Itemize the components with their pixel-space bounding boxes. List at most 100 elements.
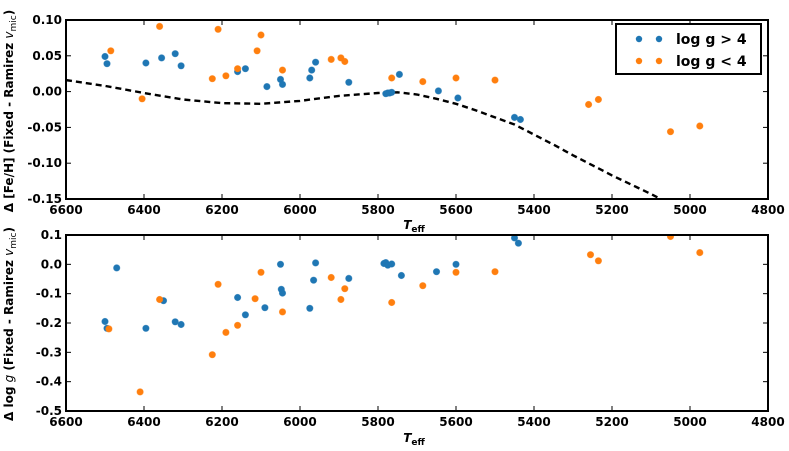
lower-data-point <box>276 260 285 268</box>
upper-data-point <box>388 74 396 82</box>
upper-panel-delta-feh: 6600 6400 6200 6000 5800 5600 5400 5200 5000 4800… <box>2 10 785 235</box>
upper-x-tick-label: 5600 <box>439 203 472 217</box>
upper-ticks: 6600 6400 6200 6000 5800 5600 5400 5200 5000 4800… <box>27 13 784 217</box>
upper-data-point <box>101 52 109 61</box>
upper-data-point <box>214 25 222 33</box>
upper-data-point <box>177 62 185 70</box>
lower-x-tick-label: 4800 <box>751 415 784 429</box>
lower-data-point <box>432 268 441 276</box>
lower-data-point <box>341 285 349 293</box>
legend-marker-high-logg <box>635 35 643 43</box>
lower-data-point <box>327 273 335 282</box>
lower-data-point <box>594 257 603 265</box>
lower-x-tick-label: 6600 <box>49 415 82 429</box>
lower-y-tick-label: -0.3 <box>36 345 62 359</box>
lower-data-point <box>452 268 460 276</box>
lower-data-point <box>397 271 405 280</box>
upper-data-point <box>278 66 287 74</box>
lower-series-low_logg <box>105 235 704 396</box>
lower-axes-frame <box>65 234 769 412</box>
lower-plot-area <box>101 235 704 396</box>
upper-x-tick-label: 6000 <box>283 203 316 217</box>
lower-series-high_logg <box>101 235 523 332</box>
upper-data-point <box>452 74 460 82</box>
lower-y-tick-label: -0.2 <box>36 316 62 330</box>
upper-data-point <box>510 113 519 122</box>
upper-x-axis-label: Teff <box>403 218 425 235</box>
lower-data-point <box>241 311 249 319</box>
upper-y-axis-label: Δ [Fe/H] (Fixed - Ramirez vmic) <box>2 10 19 212</box>
lower-data-point <box>419 282 427 290</box>
lower-data-point <box>388 260 396 268</box>
legend-marker-high-logg <box>655 35 663 43</box>
lower-data-point <box>278 289 287 297</box>
upper-data-point <box>156 22 164 30</box>
upper-model-curve <box>66 78 662 199</box>
lower-data-point <box>491 268 499 276</box>
upper-y-tick-label: -0.15 <box>27 192 62 206</box>
upper-data-point <box>345 78 353 86</box>
lower-data-point <box>257 268 265 276</box>
lower-panel-delta-logg: 6600 6400 6200 6000 5800 5600 5400 5200 5000 4800… <box>2 227 785 448</box>
upper-data-point <box>434 87 442 95</box>
upper-series-low_logg <box>107 22 704 136</box>
upper-data-point <box>388 88 396 96</box>
upper-x-tick-label: 5200 <box>595 203 628 217</box>
upper-data-point <box>419 78 427 86</box>
upper-data-point <box>158 54 166 62</box>
lower-data-point <box>177 320 185 329</box>
lower-data-point <box>306 304 314 312</box>
upper-x-tick-label: 6200 <box>205 203 238 217</box>
upper-x-tick-label: 5000 <box>673 203 706 217</box>
upper-data-point <box>696 122 704 130</box>
lower-data-point <box>136 388 144 396</box>
lower-x-tick-label: 5800 <box>361 415 394 429</box>
upper-data-point <box>516 115 525 124</box>
upper-data-point <box>491 76 499 84</box>
upper-data-point <box>171 50 179 58</box>
lower-ticks: 6600 6400 6200 6000 5800 5600 5400 5200 5000 4800… <box>36 228 785 429</box>
upper-data-point <box>278 80 287 89</box>
lower-data-point <box>696 249 704 257</box>
upper-data-point <box>142 59 150 67</box>
upper-legend: log g > 4 log g < 4 <box>615 23 762 75</box>
lower-data-point <box>142 324 150 332</box>
upper-y-tick-label: 0.05 <box>32 49 62 63</box>
lower-data-point <box>345 274 353 282</box>
upper-data-point <box>208 75 216 83</box>
lower-data-point <box>234 293 242 302</box>
lower-x-tick-label: 5600 <box>439 415 472 429</box>
upper-data-point <box>241 65 249 73</box>
lower-data-point <box>510 235 519 242</box>
upper-x-tick-label: 5400 <box>517 203 550 217</box>
upper-data-point <box>341 57 349 66</box>
lower-y-tick-label: -0.5 <box>36 404 62 418</box>
upper-data-point <box>327 55 335 64</box>
lower-data-point <box>171 318 179 326</box>
legend-marker-low-logg <box>635 57 643 65</box>
upper-data-point <box>222 72 230 80</box>
upper-data-point <box>311 58 320 66</box>
upper-data-point <box>454 94 462 102</box>
upper-data-point <box>308 66 316 74</box>
lower-y-tick-label: -0.1 <box>36 287 62 301</box>
lower-data-point <box>105 325 113 333</box>
upper-axes-frame <box>65 19 769 200</box>
lower-data-point <box>113 264 121 272</box>
lower-y-tick-label: -0.4 <box>36 375 62 389</box>
lower-data-point <box>251 295 259 303</box>
lower-data-point <box>666 235 675 241</box>
lower-data-point <box>514 239 523 247</box>
upper-data-point <box>666 128 675 136</box>
lower-x-tick-label: 6200 <box>205 415 238 429</box>
lower-data-point <box>234 321 242 329</box>
upper-y-tick-label: -0.10 <box>27 156 62 170</box>
upper-series-high_logg <box>101 50 525 124</box>
lower-data-point <box>101 317 109 326</box>
lower-data-point <box>388 298 396 307</box>
upper-data-point <box>103 60 111 68</box>
upper-x-tick-label: 5800 <box>361 203 394 217</box>
upper-data-point <box>594 95 603 104</box>
upper-data-point <box>107 47 115 55</box>
legend-marker-low-logg <box>655 57 663 65</box>
